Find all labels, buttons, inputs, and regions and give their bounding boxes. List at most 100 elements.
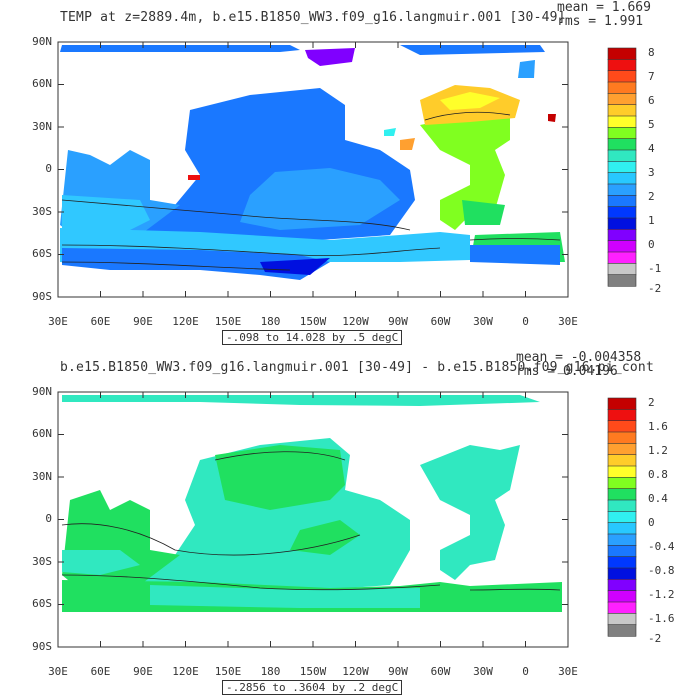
colorbar-swatch: [607, 127, 637, 140]
colorbar-swatch: [607, 229, 637, 242]
colorbar-label: 7: [648, 70, 655, 83]
colorbar-label: 0: [648, 516, 655, 529]
colorbar-swatch: [607, 454, 637, 467]
colorbar-swatch: [607, 172, 637, 185]
bottom-lon-label: 150E: [214, 665, 242, 678]
bottom-lon-label: 90W: [388, 665, 408, 678]
bottom-colorbar: [607, 397, 637, 637]
bottom-lon-label: 0: [522, 665, 529, 678]
colorbar-label: 0.8: [648, 468, 668, 481]
bottom-rms-text: rms = 0.04196: [516, 364, 618, 379]
colorbar-swatch: [607, 556, 637, 569]
top-lat-label: 60S: [32, 247, 52, 260]
top-lat-label: 90N: [32, 35, 52, 48]
bottom-lon-label: 150W: [299, 665, 327, 678]
bottom-lon-label: 180: [260, 665, 281, 678]
bottom-lon-label: 30E: [558, 665, 578, 678]
colorbar-swatch: [607, 522, 637, 535]
colorbar-swatch: [607, 263, 637, 276]
bottom-lat-label: 90N: [32, 385, 52, 398]
top-map-ticks: [57, 41, 568, 298]
top-lon-label: 0: [522, 315, 529, 328]
top-lon-label: 180: [260, 315, 281, 328]
colorbar-label: 0: [648, 238, 655, 251]
top-lon-label: 30E: [48, 315, 68, 328]
top-mean-text: mean = 1.669: [557, 0, 651, 15]
top-lat-label: 30S: [32, 205, 52, 218]
top-range-box: -.098 to 14.028 by .5 degC: [222, 330, 403, 345]
colorbar-swatch: [607, 567, 637, 580]
colorbar-label: -0.8: [648, 564, 675, 577]
colorbar-label: -1.6: [648, 612, 675, 625]
colorbar-swatch: [607, 590, 637, 603]
colorbar-swatch: [607, 477, 637, 490]
colorbar-label: 1: [648, 214, 655, 227]
top-lon-label: 120W: [342, 315, 369, 328]
atlantic-region: [420, 115, 510, 230]
bottom-mean-text: mean = -0.004358: [516, 350, 642, 365]
colorbar-swatch: [607, 115, 637, 128]
colorbar-swatch: [607, 579, 637, 592]
colorbar-label: -0.4: [648, 540, 675, 553]
colorbar-swatch: [607, 81, 637, 94]
colorbar-label: -2: [648, 632, 662, 645]
bottom-lon-label: 60W: [430, 665, 451, 678]
top-lon-label: 150W: [299, 315, 327, 328]
bottom-lat-label: 60S: [32, 597, 52, 610]
colorbar-label: -1.2: [648, 588, 675, 601]
colorbar-swatch: [607, 499, 637, 512]
bottom-map-title: b.e15.B1850_WW3.f09_g16.langmuir.001 [30…: [60, 360, 654, 375]
bottom-map-panel: b.e15.B1850_WW3.f09_g16.langmuir.001 [30…: [0, 350, 700, 700]
bottom-lon-label: 90E: [133, 665, 153, 678]
colorbar-label: 4: [648, 142, 655, 155]
colorbar-swatch: [607, 601, 637, 614]
top-lon-label: 60E: [90, 315, 111, 328]
colorbar-swatch: [607, 161, 637, 174]
top-colorbar: [607, 47, 637, 287]
colorbar-swatch: [607, 251, 637, 264]
bottom-lat-label: 0: [45, 512, 52, 525]
colorbar-swatch: [607, 545, 637, 558]
colorbar-swatch: [607, 217, 637, 230]
bottom-lon-label: 30E: [48, 665, 68, 678]
colorbar-label: 5: [648, 118, 655, 131]
bottom-lon-label: 120W: [342, 665, 369, 678]
colorbar-label: 2: [648, 190, 655, 203]
colorbar-label: 1.2: [648, 444, 668, 457]
top-lon-label: 120E: [172, 315, 199, 328]
colorbar-swatch: [607, 533, 637, 546]
top-map-title: TEMP at z=2889.4m, b.e15.B1850_WW3.f09_g…: [60, 10, 566, 25]
colorbar-swatch: [607, 183, 637, 196]
colorbar-swatch: [607, 420, 637, 433]
colorbar-swatch: [607, 443, 637, 456]
colorbar-swatch: [607, 397, 637, 410]
atlantic-region: [420, 445, 520, 580]
arctic-region: [62, 395, 540, 406]
top-map-panel: TEMP at z=2889.4m, b.e15.B1850_WW3.f09_g…: [32, 0, 662, 345]
bottom-lon-label: 120E: [172, 665, 199, 678]
top-lon-label: 90E: [133, 315, 153, 328]
colorbar-label: -2: [648, 282, 662, 295]
colorbar-swatch: [607, 624, 637, 637]
top-lon-label: 60W: [430, 315, 451, 328]
colorbar-swatch: [607, 409, 637, 422]
top-lat-label: 0: [45, 162, 52, 175]
colorbar-label: 8: [648, 46, 655, 59]
top-lon-label: 150E: [214, 315, 242, 328]
top-map-svg: [57, 41, 637, 298]
colorbar-swatch: [607, 149, 637, 162]
colorbar-label: 0.4: [648, 492, 668, 505]
colorbar-swatch: [607, 138, 637, 151]
colorbar-swatch: [607, 465, 637, 478]
top-lat-label: 30N: [32, 120, 52, 133]
colorbar-swatch: [607, 47, 637, 60]
bottom-lon-label: 30W: [473, 665, 493, 678]
colorbar-swatch: [607, 613, 637, 626]
colorbar-swatch: [607, 206, 637, 219]
bottom-range-box: -.2856 to .3604 by .2 degC: [222, 680, 403, 695]
bottom-lon-label: 60E: [90, 665, 111, 678]
top-lat-label: 90S: [32, 290, 52, 303]
arctic-region: [60, 45, 300, 52]
bottom-lat-label: 90S: [32, 640, 52, 653]
colorbar-swatch: [607, 511, 637, 524]
